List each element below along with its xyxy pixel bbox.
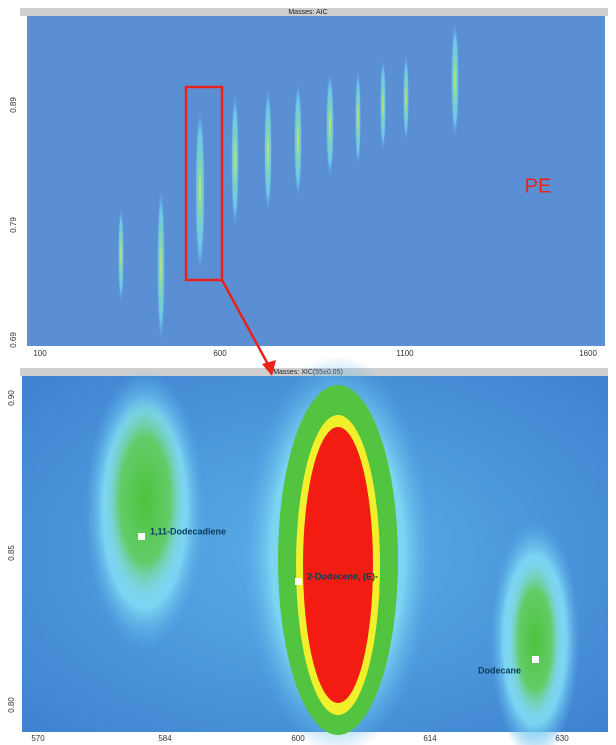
- y-tick-label: 0.90: [7, 390, 16, 406]
- peak: [294, 80, 302, 200]
- peak: [507, 555, 563, 725]
- peak: [380, 57, 386, 153]
- peak: [195, 105, 205, 275]
- peak: [326, 70, 334, 180]
- y-tick-label: 0.89: [9, 97, 18, 113]
- x-tick-label: 614: [423, 734, 437, 743]
- y-tick-label: 0.80: [7, 697, 16, 713]
- peak: [403, 53, 409, 143]
- peak: [118, 205, 124, 305]
- x-tick-label: 600: [213, 349, 227, 358]
- x-tick-label: 584: [158, 734, 172, 743]
- x-tick-label: 600: [291, 734, 305, 743]
- title-bar: [20, 8, 608, 16]
- panel-title: Masses: AIC: [288, 9, 327, 16]
- peak: [157, 185, 165, 345]
- peak-label: Dodecane: [478, 665, 521, 675]
- peak-label: 2-Dodecene, (E)-: [307, 571, 378, 581]
- plot-area: [27, 16, 605, 346]
- y-tick-label: 0.79: [9, 217, 18, 233]
- peak-label: 1,11-Dodecadiene: [150, 526, 226, 536]
- peak: [355, 68, 361, 168]
- peak: [103, 395, 187, 605]
- peak-max: [303, 427, 373, 703]
- peak: [231, 90, 239, 230]
- marker: [138, 533, 145, 540]
- peaks: [118, 20, 459, 345]
- x-tick-label: 1600: [579, 349, 597, 358]
- y-tick-label: 0.85: [7, 545, 16, 561]
- marker: [532, 656, 539, 663]
- x-tick-label: 100: [33, 349, 47, 358]
- x-tick-label: 570: [31, 734, 45, 743]
- bottom-panel: Masses: XIC(55±0.05) 1,11-Dodecadiene 2-…: [7, 279, 608, 745]
- arrow-head: [262, 360, 276, 376]
- peak: [264, 85, 272, 215]
- top-panel: Masses: AIC PE 0.89 0.79 0.69 100 600 11…: [9, 8, 608, 358]
- y-tick-label: 0.69: [9, 332, 18, 348]
- annotation: PE: [525, 175, 552, 197]
- x-tick-label: 630: [555, 734, 569, 743]
- x-tick-label: 1100: [396, 349, 414, 358]
- arrow: [220, 279, 272, 369]
- highlight-box: [184, 85, 224, 282]
- peak: [451, 20, 459, 140]
- marker: [295, 578, 302, 585]
